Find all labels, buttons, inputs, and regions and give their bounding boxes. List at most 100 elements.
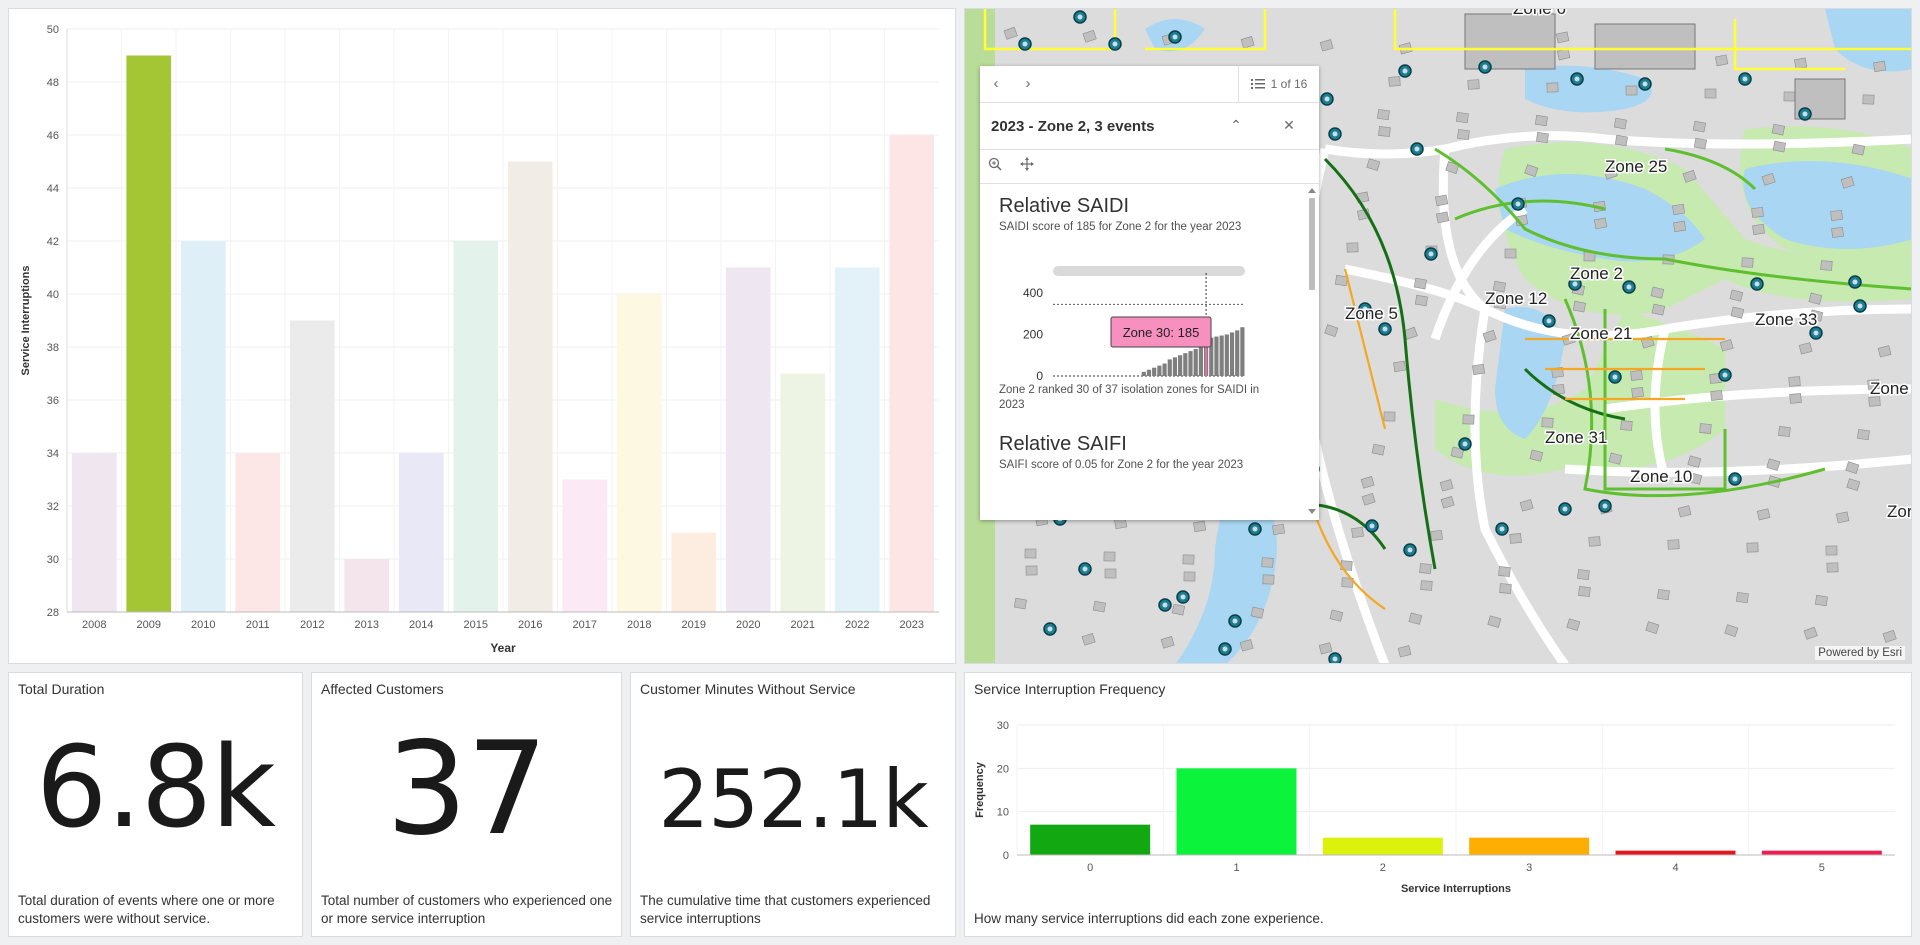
device-marker[interactable] [1358,302,1372,316]
basemap[interactable]: Zone 25 Zone 2 Zone 12 Zone 5 Zone 21 Zone 33… [965,9,1912,664]
chevron-right-icon[interactable]: › [1025,75,1031,92]
building [1361,492,1376,506]
device-marker[interactable] [1608,370,1622,384]
bar-2019[interactable] [671,532,717,613]
y-tick-label: 46 [47,130,59,142]
bar-2021[interactable] [780,373,826,613]
device-marker[interactable] [1798,107,1812,121]
bar-2013[interactable] [344,559,390,612]
building [1082,29,1097,43]
building [1524,164,1539,178]
device-marker[interactable] [1809,326,1823,340]
move-icon[interactable] [1018,157,1036,175]
device-marker[interactable] [1598,499,1612,513]
building [1851,143,1866,156]
bar-1[interactable] [1176,768,1297,855]
device-marker[interactable] [1365,519,1379,533]
x-tick-label: 3 [1526,862,1532,874]
device-marker[interactable] [1738,72,1752,86]
bar-2018[interactable] [616,294,662,612]
building [1724,624,1739,638]
close-icon[interactable]: ✕ [1283,117,1295,133]
saifi-subtitle: SAIFI score of 0.05 for Zone 2 for the y… [999,459,1244,471]
bar-2015[interactable] [453,241,499,612]
device-marker[interactable] [1158,598,1172,612]
bar-2010[interactable] [180,241,226,612]
device-marker[interactable] [1750,277,1764,291]
device-marker[interactable] [1176,590,1190,604]
device-marker[interactable] [1848,275,1862,289]
device-marker[interactable] [1568,277,1582,291]
bar-2017[interactable] [562,479,608,613]
device-marker[interactable] [1108,37,1122,51]
bar-2020[interactable] [725,267,771,613]
device-marker[interactable] [1542,314,1556,328]
bar-2008[interactable] [71,453,117,612]
bar-2023[interactable] [889,135,935,612]
zone-label: Zor [1887,502,1912,521]
building [1171,603,1186,616]
map-view[interactable]: Zone 25 Zone 2 Zone 12 Zone 5 Zone 21 Zone 33… [964,8,1912,664]
device-marker[interactable] [1228,614,1242,628]
device-marker[interactable] [1410,142,1424,156]
device-marker[interactable] [1168,30,1182,44]
feature-count-button[interactable]: 1 of 16 [1238,66,1319,102]
device-marker[interactable] [1248,522,1262,536]
bar-0[interactable] [1030,824,1151,855]
device-marker[interactable] [1320,92,1334,106]
building [1882,629,1897,643]
device-marker[interactable] [1558,502,1572,516]
bar-2022[interactable] [834,267,880,613]
device-marker[interactable] [1043,622,1057,636]
bar-2016[interactable] [507,161,553,613]
device-marker[interactable] [1078,562,1092,576]
device-marker[interactable] [1403,543,1417,557]
device-marker[interactable] [1478,60,1492,74]
road [1470,308,1569,663]
device-marker[interactable] [1018,37,1032,51]
device-marker[interactable] [1458,437,1472,451]
zoom-in-icon[interactable] [986,157,1004,175]
device-marker[interactable] [1622,280,1636,294]
saidi-bar [1235,330,1240,376]
building [1160,636,1175,649]
bar-2[interactable] [1322,837,1443,855]
saidi-bar [1157,365,1162,376]
device-marker[interactable] [1073,10,1087,24]
device-marker[interactable] [1728,472,1742,486]
device-marker[interactable] [1378,322,1392,336]
device-marker[interactable] [1718,368,1732,382]
device-marker[interactable] [1495,522,1509,536]
device-marker[interactable] [1328,127,1342,141]
building [1814,594,1828,607]
bar-2009[interactable] [126,55,172,613]
bar-5[interactable] [1761,850,1882,855]
saidi-chart: 0 200 400 Zone 30: 185 [1023,266,1245,383]
popup-scrollbar[interactable] [1307,186,1317,516]
building [1555,31,1570,44]
device-marker[interactable] [1424,247,1438,261]
device-marker[interactable] [1328,652,1342,664]
building [1261,557,1274,568]
bar-2012[interactable] [289,320,335,613]
building [1529,449,1544,462]
chevron-left-icon[interactable]: ‹ [993,75,999,92]
building [1440,496,1455,509]
device-marker[interactable] [1511,197,1525,211]
building [1704,88,1717,99]
bar-2011[interactable] [235,453,281,612]
device-marker[interactable] [1638,77,1652,91]
device-marker[interactable] [1398,64,1412,78]
chevron-up-icon[interactable]: ⌃ [1230,117,1242,133]
building [1873,60,1887,73]
kpi-title: Total Duration [18,681,105,697]
building [1699,423,1712,434]
bar-3[interactable] [1469,837,1590,855]
device-marker[interactable] [1853,299,1867,313]
esri-attribution[interactable]: Powered by Esri [1815,646,1905,660]
device-marker[interactable] [1570,72,1584,86]
bar-4[interactable] [1615,850,1736,855]
bar-2014[interactable] [398,453,444,612]
y-tick-label: 44 [47,183,59,195]
device-marker[interactable] [1218,642,1232,656]
